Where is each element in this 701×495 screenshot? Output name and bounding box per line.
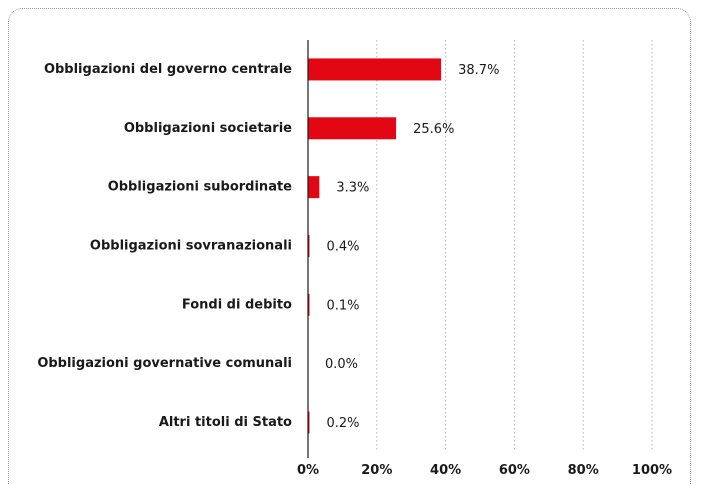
bar [308,117,397,140]
x-tick-label: 60% [499,463,530,478]
x-tick-label: 20% [361,463,392,478]
value-label: 0.0% [325,357,358,372]
category-label: Obbligazioni subordinate [108,180,292,195]
bar [308,58,442,81]
x-tick-label: 0% [297,463,319,478]
value-label: 0.2% [327,416,360,431]
value-label: 25.6% [413,122,454,137]
category-label: Obbligazioni societarie [124,121,292,136]
category-label: Obbligazioni del governo centrale [44,62,292,77]
bar [308,176,320,199]
x-tick-label: 80% [568,463,599,478]
value-label: 38.7% [458,63,499,78]
category-label: Obbligazioni governative comunali [37,356,292,371]
value-label: 0.4% [327,240,360,255]
value-label: 0.1% [327,298,360,313]
chart-frame [8,8,691,484]
bar [308,293,310,316]
category-label: Obbligazioni sovranazionali [90,239,292,254]
bar [308,235,310,257]
bar [308,411,310,434]
category-label: Altri titoli di Stato [159,415,292,430]
x-tick-label: 40% [430,463,461,478]
category-label: Fondi di debito [182,297,292,312]
x-tick-label: 100% [632,463,672,478]
value-label: 3.3% [336,181,369,196]
